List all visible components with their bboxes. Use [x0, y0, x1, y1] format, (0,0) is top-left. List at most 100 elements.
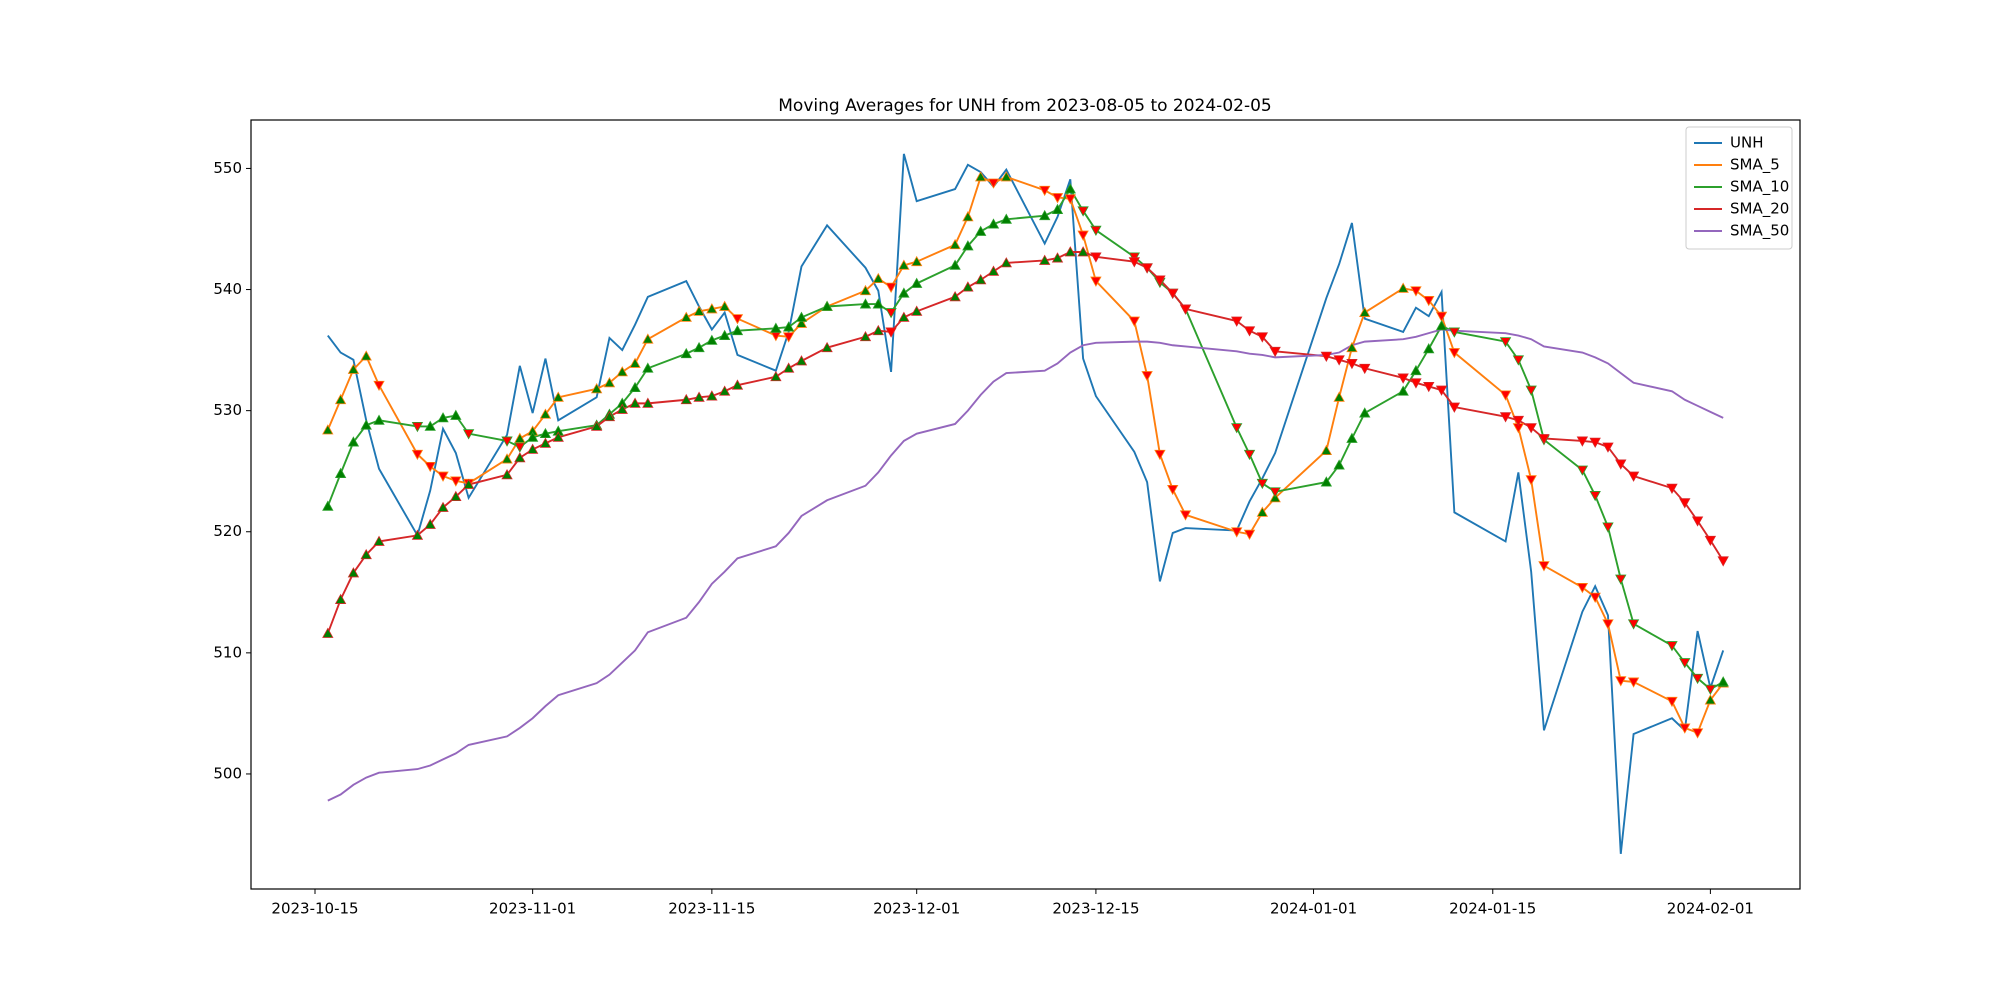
marker-up: [795, 311, 808, 322]
marker-up: [693, 305, 705, 316]
marker-up: [1346, 432, 1358, 443]
marker-down: [1589, 437, 1601, 448]
marker-down: [1512, 415, 1525, 427]
marker-up: [782, 321, 795, 332]
marker-down: [1499, 337, 1512, 348]
marker-down: [1525, 423, 1537, 434]
marker-down: [1410, 286, 1422, 297]
marker-up: [424, 420, 436, 431]
marker-down: [1167, 484, 1179, 496]
x-tick-label: 2024-01-01: [1270, 900, 1357, 918]
marker-down: [411, 449, 424, 461]
y-tick-label: 500: [213, 764, 242, 782]
marker-down: [1256, 478, 1269, 490]
marker-up: [450, 409, 462, 420]
marker-up: [1435, 320, 1448, 331]
marker-down: [1538, 434, 1550, 445]
legend-label: SMA_10: [1730, 178, 1789, 197]
marker-up: [795, 317, 808, 328]
marker-down: [885, 327, 897, 338]
marker-down: [462, 429, 475, 440]
marker-up: [859, 330, 872, 342]
marker-down: [1576, 465, 1589, 476]
series-line: [326, 251, 1724, 634]
marker-up: [462, 478, 475, 489]
marker-down: [1333, 355, 1345, 366]
marker-down: [1090, 225, 1102, 237]
marker-up: [911, 255, 923, 267]
marker-up: [1359, 407, 1371, 418]
x-tick-label: 2024-01-15: [1449, 900, 1536, 918]
marker-up: [539, 437, 552, 448]
marker-down: [1448, 348, 1461, 359]
series-line: [327, 328, 1724, 802]
marker-down: [1077, 230, 1089, 241]
marker-down: [1589, 491, 1601, 502]
marker-up: [821, 341, 833, 353]
marker-up: [1359, 306, 1371, 317]
marker-up: [322, 500, 334, 511]
marker-up: [373, 414, 385, 425]
marker-up: [1039, 209, 1051, 221]
marker-up: [872, 324, 884, 336]
marker-up: [514, 452, 526, 463]
marker-up: [1000, 257, 1012, 268]
marker-up: [770, 322, 782, 333]
marker-up: [1333, 459, 1345, 470]
marker-down: [1243, 529, 1256, 540]
legend-label: SMA_20: [1730, 200, 1789, 219]
marker-down: [1128, 257, 1140, 268]
marker-down: [1423, 382, 1435, 393]
marker-down: [1679, 658, 1691, 669]
marker-up: [603, 410, 616, 422]
marker-up: [718, 300, 731, 311]
marker-down: [1576, 436, 1589, 447]
marker-down: [1359, 363, 1371, 375]
marker-up: [706, 390, 718, 401]
marker-down: [782, 332, 795, 343]
marker-up: [1423, 343, 1435, 354]
marker-down: [987, 178, 1000, 189]
marker-up: [706, 303, 718, 314]
marker-up: [1717, 676, 1729, 687]
marker-up: [1256, 506, 1269, 517]
marker-up: [539, 408, 552, 419]
marker-down: [373, 380, 385, 392]
marker-up: [629, 397, 641, 408]
marker-down: [1269, 487, 1281, 498]
x-tick-label: 2023-12-01: [873, 900, 960, 918]
marker-down: [1256, 332, 1269, 343]
marker-down: [1231, 316, 1243, 327]
marker-up: [642, 362, 654, 373]
marker-down: [731, 314, 744, 325]
marker-down: [1051, 193, 1064, 204]
marker-up: [1064, 183, 1076, 194]
marker-down: [1423, 296, 1435, 307]
marker-down: [1039, 185, 1051, 197]
marker-down: [1602, 442, 1614, 453]
marker-down: [1525, 475, 1537, 486]
marker-down: [1154, 275, 1166, 286]
marker-up: [987, 265, 1000, 276]
marker-up: [731, 379, 744, 390]
marker-up: [821, 300, 833, 311]
marker-down: [1179, 510, 1192, 521]
marker-up: [718, 385, 731, 396]
marker-up: [962, 240, 974, 251]
marker-down: [1679, 723, 1691, 734]
marker-up: [526, 431, 539, 442]
marker-up: [949, 238, 961, 250]
marker-down: [1269, 346, 1281, 358]
marker-up: [975, 274, 987, 285]
marker-up: [514, 432, 526, 443]
marker-up: [975, 171, 987, 182]
marker-down: [1231, 423, 1243, 434]
marker-up: [629, 381, 641, 393]
marker-down: [1704, 684, 1717, 696]
marker-down: [1077, 206, 1089, 217]
marker-up: [718, 329, 731, 340]
marker-up: [872, 272, 884, 284]
y-tick-label: 520: [213, 522, 242, 540]
y-tick-label: 530: [213, 401, 242, 419]
marker-down: [1691, 516, 1704, 527]
